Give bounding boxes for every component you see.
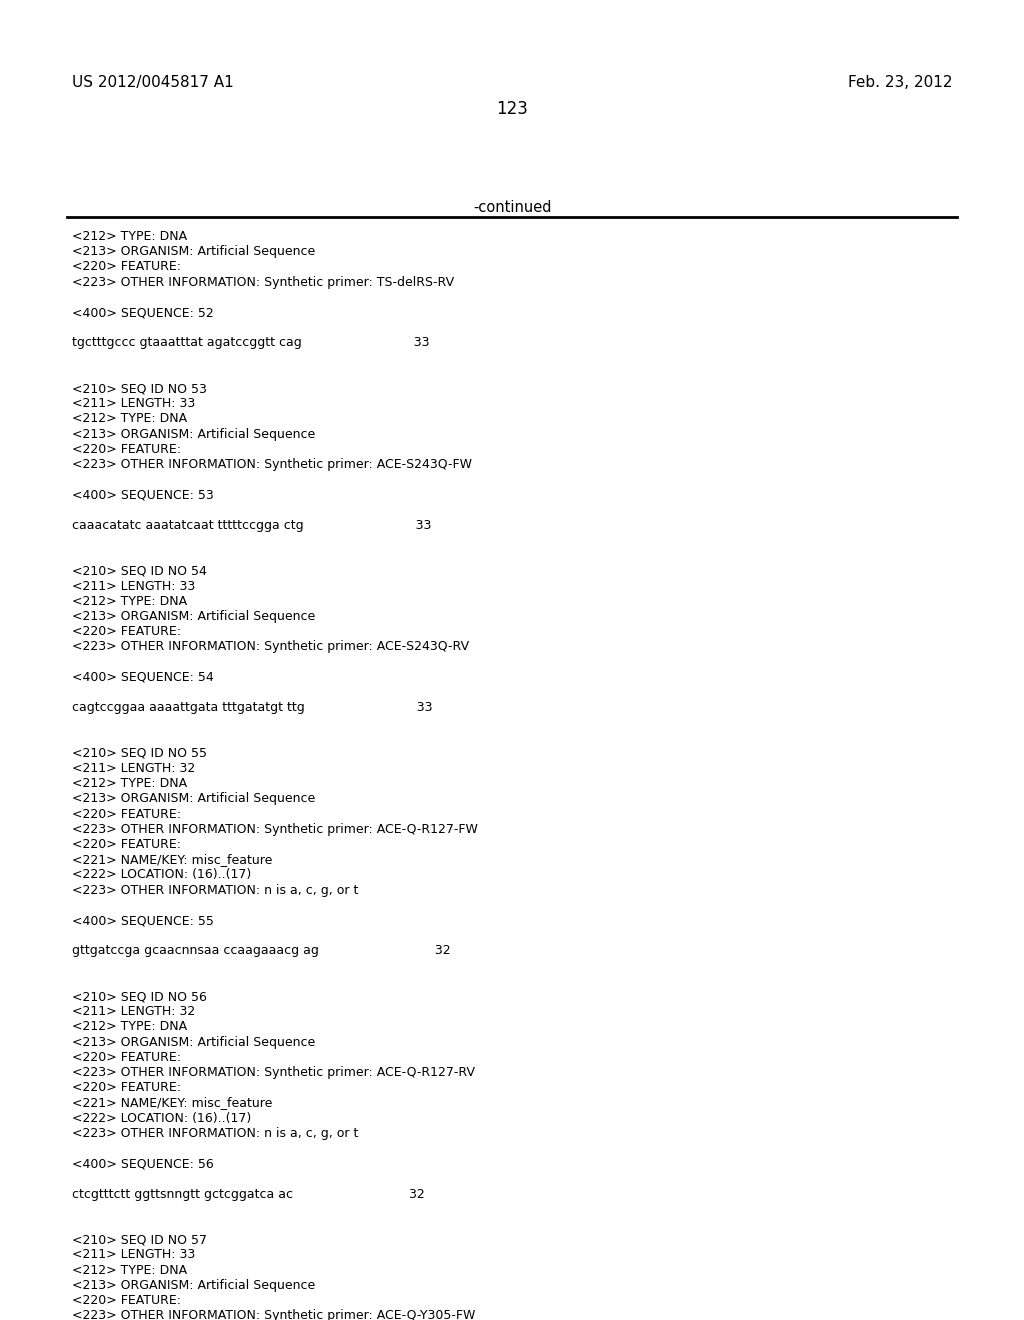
- Text: <213> ORGANISM: Artificial Sequence: <213> ORGANISM: Artificial Sequence: [72, 610, 315, 623]
- Text: <220> FEATURE:: <220> FEATURE:: [72, 1294, 181, 1307]
- Text: <400> SEQUENCE: 52: <400> SEQUENCE: 52: [72, 306, 214, 319]
- Text: <220> FEATURE:: <220> FEATURE:: [72, 838, 181, 851]
- Text: <212> TYPE: DNA: <212> TYPE: DNA: [72, 230, 187, 243]
- Text: <400> SEQUENCE: 54: <400> SEQUENCE: 54: [72, 671, 214, 684]
- Text: <221> NAME/KEY: misc_feature: <221> NAME/KEY: misc_feature: [72, 853, 272, 866]
- Text: <211> LENGTH: 32: <211> LENGTH: 32: [72, 762, 196, 775]
- Text: <210> SEQ ID NO 57: <210> SEQ ID NO 57: [72, 1233, 207, 1246]
- Text: <212> TYPE: DNA: <212> TYPE: DNA: [72, 1263, 187, 1276]
- Text: <212> TYPE: DNA: <212> TYPE: DNA: [72, 412, 187, 425]
- Text: <211> LENGTH: 32: <211> LENGTH: 32: [72, 1006, 196, 1018]
- Text: ctcgtttctt ggttsnngtt gctcggatca ac                             32: ctcgtttctt ggttsnngtt gctcggatca ac 32: [72, 1188, 425, 1201]
- Text: <223> OTHER INFORMATION: Synthetic primer: ACE-Q-R127-RV: <223> OTHER INFORMATION: Synthetic prime…: [72, 1067, 475, 1078]
- Text: <223> OTHER INFORMATION: Synthetic primer: ACE-S243Q-RV: <223> OTHER INFORMATION: Synthetic prime…: [72, 640, 469, 653]
- Text: <213> ORGANISM: Artificial Sequence: <213> ORGANISM: Artificial Sequence: [72, 246, 315, 259]
- Text: <210> SEQ ID NO 53: <210> SEQ ID NO 53: [72, 381, 207, 395]
- Text: <220> FEATURE:: <220> FEATURE:: [72, 1081, 181, 1094]
- Text: <213> ORGANISM: Artificial Sequence: <213> ORGANISM: Artificial Sequence: [72, 792, 315, 805]
- Text: <211> LENGTH: 33: <211> LENGTH: 33: [72, 1249, 196, 1262]
- Text: <222> LOCATION: (16)..(17): <222> LOCATION: (16)..(17): [72, 1111, 251, 1125]
- Text: <220> FEATURE:: <220> FEATURE:: [72, 1051, 181, 1064]
- Text: <400> SEQUENCE: 53: <400> SEQUENCE: 53: [72, 488, 214, 502]
- Text: <223> OTHER INFORMATION: Synthetic primer: ACE-Q-Y305-FW: <223> OTHER INFORMATION: Synthetic prime…: [72, 1309, 475, 1320]
- Text: US 2012/0045817 A1: US 2012/0045817 A1: [72, 75, 233, 90]
- Text: <220> FEATURE:: <220> FEATURE:: [72, 260, 181, 273]
- Text: <212> TYPE: DNA: <212> TYPE: DNA: [72, 777, 187, 791]
- Text: <213> ORGANISM: Artificial Sequence: <213> ORGANISM: Artificial Sequence: [72, 1036, 315, 1048]
- Text: <211> LENGTH: 33: <211> LENGTH: 33: [72, 397, 196, 411]
- Text: tgctttgccc gtaaatttat agatccggtt cag                            33: tgctttgccc gtaaatttat agatccggtt cag 33: [72, 337, 429, 350]
- Text: <223> OTHER INFORMATION: Synthetic primer: ACE-S243Q-FW: <223> OTHER INFORMATION: Synthetic prime…: [72, 458, 472, 471]
- Text: <210> SEQ ID NO 55: <210> SEQ ID NO 55: [72, 747, 207, 760]
- Text: <221> NAME/KEY: misc_feature: <221> NAME/KEY: misc_feature: [72, 1097, 272, 1109]
- Text: <210> SEQ ID NO 56: <210> SEQ ID NO 56: [72, 990, 207, 1003]
- Text: <222> LOCATION: (16)..(17): <222> LOCATION: (16)..(17): [72, 869, 251, 882]
- Text: <211> LENGTH: 33: <211> LENGTH: 33: [72, 579, 196, 593]
- Text: <220> FEATURE:: <220> FEATURE:: [72, 808, 181, 821]
- Text: <223> OTHER INFORMATION: Synthetic primer: ACE-Q-R127-FW: <223> OTHER INFORMATION: Synthetic prime…: [72, 822, 478, 836]
- Text: <212> TYPE: DNA: <212> TYPE: DNA: [72, 1020, 187, 1034]
- Text: <210> SEQ ID NO 54: <210> SEQ ID NO 54: [72, 565, 207, 577]
- Text: <223> OTHER INFORMATION: n is a, c, g, or t: <223> OTHER INFORMATION: n is a, c, g, o…: [72, 1127, 358, 1139]
- Text: <213> ORGANISM: Artificial Sequence: <213> ORGANISM: Artificial Sequence: [72, 1279, 315, 1292]
- Text: <400> SEQUENCE: 55: <400> SEQUENCE: 55: [72, 913, 214, 927]
- Text: <223> OTHER INFORMATION: Synthetic primer: TS-delRS-RV: <223> OTHER INFORMATION: Synthetic prime…: [72, 276, 454, 289]
- Text: <220> FEATURE:: <220> FEATURE:: [72, 626, 181, 638]
- Text: -continued: -continued: [473, 201, 551, 215]
- Text: cagtccggaa aaaattgata tttgatatgt ttg                            33: cagtccggaa aaaattgata tttgatatgt ttg 33: [72, 701, 432, 714]
- Text: <223> OTHER INFORMATION: n is a, c, g, or t: <223> OTHER INFORMATION: n is a, c, g, o…: [72, 883, 358, 896]
- Text: Feb. 23, 2012: Feb. 23, 2012: [848, 75, 952, 90]
- Text: 123: 123: [496, 100, 528, 117]
- Text: caaacatatc aaatatcaat tttttccgga ctg                            33: caaacatatc aaatatcaat tttttccgga ctg 33: [72, 519, 431, 532]
- Text: <212> TYPE: DNA: <212> TYPE: DNA: [72, 595, 187, 607]
- Text: <400> SEQUENCE: 56: <400> SEQUENCE: 56: [72, 1158, 214, 1171]
- Text: <220> FEATURE:: <220> FEATURE:: [72, 442, 181, 455]
- Text: <213> ORGANISM: Artificial Sequence: <213> ORGANISM: Artificial Sequence: [72, 428, 315, 441]
- Text: gttgatccga gcaacnnsaa ccaagaaacg ag                             32: gttgatccga gcaacnnsaa ccaagaaacg ag 32: [72, 944, 451, 957]
